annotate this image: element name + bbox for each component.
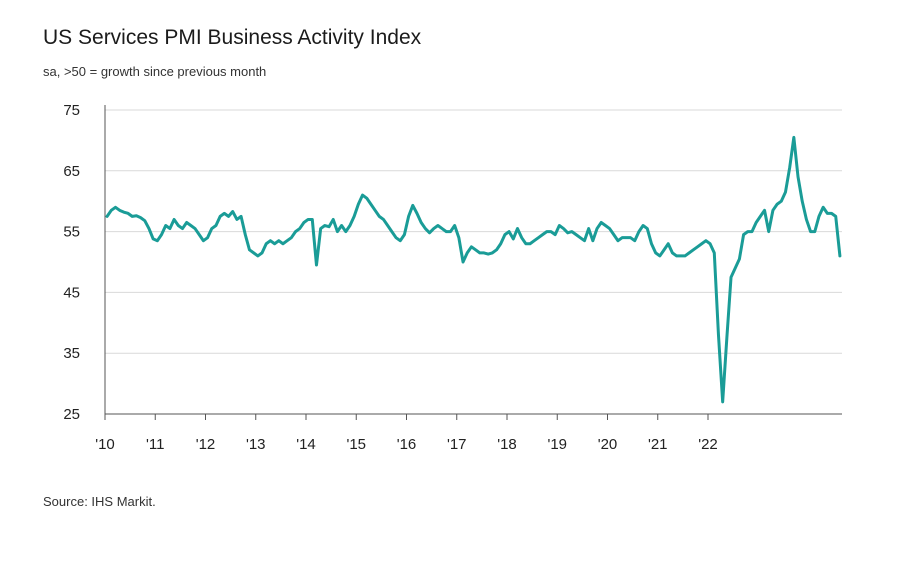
chart-title: US Services PMI Business Activity Index bbox=[43, 26, 422, 49]
x-tick-label: '16 bbox=[397, 436, 417, 453]
x-tick-label: '11 bbox=[146, 436, 164, 453]
x-tick-label: '10 bbox=[95, 436, 115, 453]
x-tick-label: '13 bbox=[246, 436, 266, 453]
source-note: Source: IHS Markit. bbox=[43, 494, 156, 509]
series-line bbox=[105, 135, 842, 404]
y-tick-label: 55 bbox=[63, 224, 80, 241]
x-tick-label: '20 bbox=[598, 436, 618, 453]
y-tick-label: 75 bbox=[63, 102, 80, 119]
x-tick-label: '18 bbox=[497, 436, 517, 453]
x-tick-label: '19 bbox=[547, 436, 567, 453]
x-tick-label: '12 bbox=[196, 436, 216, 453]
x-tick-label: '15 bbox=[346, 436, 366, 453]
y-tick-label: 35 bbox=[63, 345, 80, 362]
x-tick-label: '17 bbox=[447, 436, 467, 453]
x-tick-label: '22 bbox=[698, 436, 718, 453]
y-tick-label: 65 bbox=[63, 163, 80, 180]
chart-subtitle: sa, >50 = growth since previous month bbox=[43, 64, 267, 79]
y-tick-label: 25 bbox=[63, 406, 80, 423]
y-tick-label: 45 bbox=[63, 284, 80, 301]
x-tick-label: '14 bbox=[296, 436, 316, 453]
x-axis: '10 '11 '12 '13 '14 '15 '16 '17 '18 '19 '20 '21 '22 bbox=[95, 413, 842, 453]
x-tick-label: '21 bbox=[648, 436, 668, 453]
y-axis: 25 35 45 55 65 75 bbox=[63, 102, 106, 423]
grid-lines bbox=[105, 109, 842, 354]
